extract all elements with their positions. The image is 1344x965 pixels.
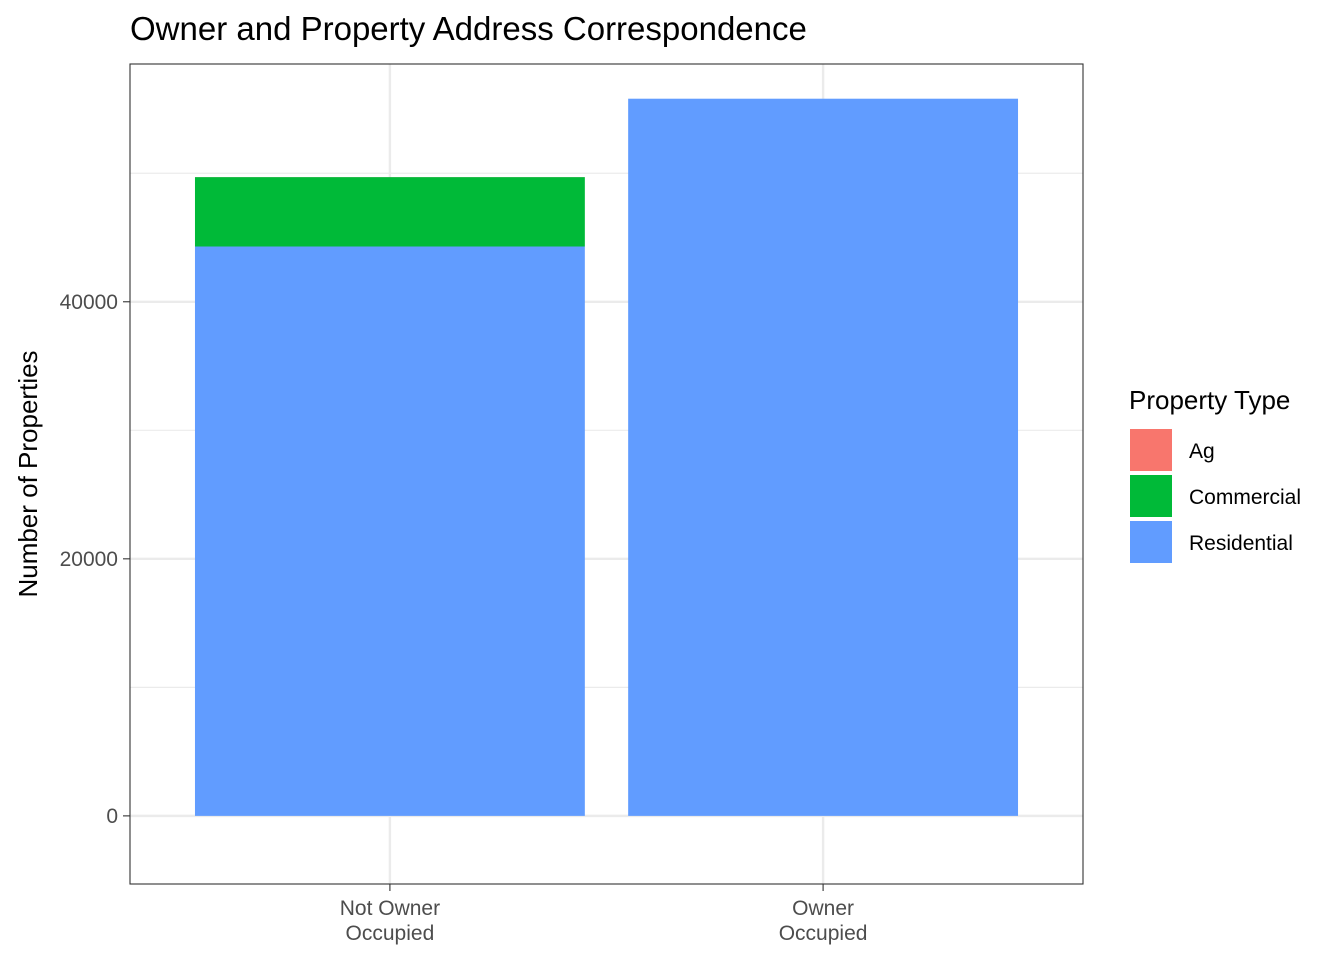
legend-label-commercial: Commercial (1189, 486, 1301, 509)
y-tick-label: 40000 (60, 291, 118, 314)
bar-residential-0 (195, 247, 585, 816)
legend-items: Ag Commercial Residential (1130, 429, 1301, 563)
legend-key-residential (1130, 521, 1172, 563)
legend-title: Property Type (1129, 385, 1290, 415)
legend-key-ag (1130, 429, 1172, 471)
bar-commercial-0 (195, 177, 585, 246)
y-axis-label: Number of Properties (13, 350, 43, 597)
bar-residential-1 (628, 99, 1018, 816)
legend-key-commercial (1130, 475, 1172, 517)
legend-label-ag: Ag (1189, 440, 1215, 463)
legend: Property Type Ag Commercial Residential (1129, 385, 1301, 563)
bars-layer (195, 99, 1018, 816)
legend-label-residential: Residential (1189, 532, 1293, 555)
chart-title: Owner and Property Address Correspondenc… (130, 10, 807, 47)
y-tick-label: 0 (106, 805, 118, 828)
y-tick-label: 20000 (60, 548, 118, 571)
